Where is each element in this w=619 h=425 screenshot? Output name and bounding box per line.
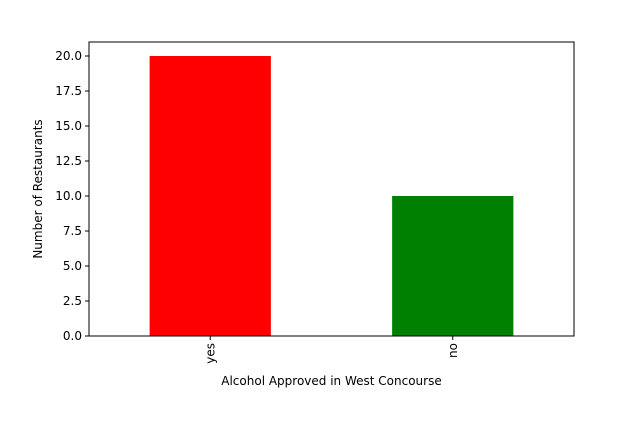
y-tick-label: 10.0	[55, 189, 82, 203]
x-tick-label: yes	[203, 343, 217, 364]
y-tick-label: 0.0	[63, 329, 82, 343]
plot-frame	[88, 41, 575, 337]
y-tick-label: 20.0	[55, 49, 82, 63]
bar-no	[392, 196, 514, 336]
y-axis: 0.0 2.5 5.0 7.5 10.0 12.5 15.0 17.5 20.0	[55, 49, 89, 343]
y-tick-label: 12.5	[55, 154, 82, 168]
y-tick-label: 7.5	[63, 224, 82, 238]
y-tick-label: 2.5	[63, 294, 82, 308]
y-tick-label: 5.0	[63, 259, 82, 273]
x-axis-label: Alcohol Approved in West Concourse	[221, 374, 441, 388]
y-tick-label: 15.0	[55, 119, 82, 133]
bars-group	[149, 56, 514, 336]
y-tick-label: 17.5	[55, 84, 82, 98]
x-tick-label: no	[446, 343, 460, 358]
bar-yes	[149, 56, 271, 336]
y-axis-label: Number of Restaurants	[31, 119, 45, 258]
x-axis: yes no	[203, 336, 460, 364]
